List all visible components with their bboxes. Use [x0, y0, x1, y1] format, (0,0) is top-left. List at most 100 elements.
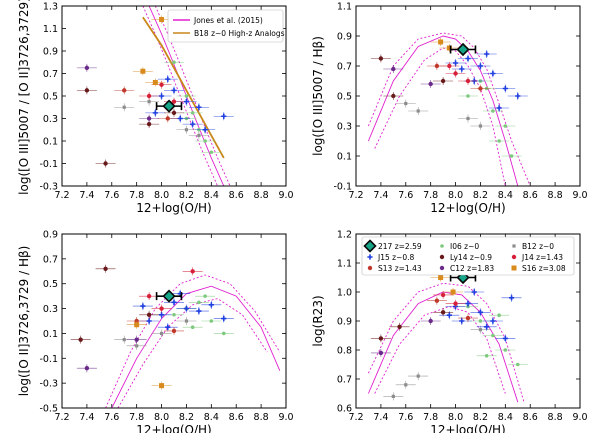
point-ly14	[78, 337, 83, 342]
curve-jones-upper	[367, 282, 525, 403]
x-tick-label: 7.6	[104, 412, 119, 423]
point-j15	[165, 324, 171, 330]
y-tick-label: 0.5	[337, 92, 352, 103]
y-tick-label: 0.8	[337, 346, 352, 357]
x-tick-label: 8.6	[523, 190, 538, 201]
point-j14	[453, 301, 458, 306]
x-tick-label: 7.2	[54, 412, 69, 423]
y-tick-label: 1.1	[43, 24, 58, 35]
point-j15	[490, 70, 496, 77]
y-tick-label: 0.7	[43, 69, 58, 80]
point-b12	[416, 109, 420, 113]
point-b12	[404, 383, 408, 387]
x-tick-label: 7.6	[104, 190, 119, 201]
x-tick-label: 8.0	[448, 190, 463, 201]
point-b12	[466, 116, 470, 121]
point-z217	[456, 42, 470, 57]
point-ly14	[84, 88, 90, 93]
curve-jones-lower	[374, 47, 506, 186]
point-j15	[490, 318, 496, 324]
point-ly14	[378, 56, 384, 61]
point-s13	[165, 116, 170, 121]
x-tick-label: 7.4	[79, 412, 94, 423]
legend-label: S13 z=1.43	[378, 264, 422, 273]
y-axis-label: log(R23)	[311, 295, 325, 346]
point-ly14	[146, 121, 152, 127]
point-j15	[146, 318, 152, 324]
x-tick-label: 7.4	[373, 190, 388, 201]
point-i06	[172, 60, 176, 65]
point-i06	[197, 300, 201, 305]
panel-oiii-oii: 7.2 7.4 7.6 7.8 8.0 8.2 8.4 8.6 8.8 9.0 -0.3 -0.1 0.…	[17, 0, 294, 215]
point-s13	[478, 86, 483, 91]
point-i06	[184, 94, 189, 98]
point-ly14	[146, 312, 152, 317]
x-tick-label: 7.8	[423, 190, 438, 201]
y-tick-label: 1.1	[337, 2, 352, 13]
y-tick-label: 0.6	[337, 404, 352, 415]
x-tick-label: 8.8	[254, 190, 269, 201]
curve-jones-upper	[367, 32, 531, 186]
y-tick-label: 1.2	[337, 230, 352, 241]
x-axis-label: 12+log(O/H)	[136, 423, 212, 433]
point-j15	[459, 318, 465, 324]
x-axis-label: 12+log(O/H)	[430, 423, 506, 433]
point-j15	[221, 315, 227, 322]
point-j15	[190, 121, 196, 127]
point-j15	[502, 335, 508, 341]
x-tick-label: 8.0	[154, 412, 169, 423]
legend-label: J14 z=1.43	[521, 253, 563, 262]
point-j14	[190, 269, 195, 274]
point-i06	[491, 109, 495, 113]
point-b12	[159, 331, 164, 336]
point-j15	[221, 113, 227, 119]
point-j15	[459, 66, 465, 72]
point-c12	[134, 337, 139, 342]
point-ly14	[103, 266, 108, 271]
point-c12	[428, 318, 433, 324]
y-tick-label: 0.5	[43, 279, 58, 290]
point-z217	[162, 289, 176, 303]
y-tick-label: 0.9	[337, 32, 352, 43]
legend-marker	[440, 244, 444, 248]
point-j15	[471, 289, 477, 295]
point-c12	[378, 350, 384, 356]
data-layer	[76, 6, 234, 186]
point-j14	[440, 292, 446, 298]
y-tick-label: -0.1	[39, 159, 58, 170]
point-s16	[152, 80, 158, 85]
point-b12	[416, 374, 420, 378]
point-c12	[146, 116, 152, 121]
x-tick-label: 8.6	[229, 412, 244, 423]
x-tick-label: 8.8	[548, 190, 563, 201]
point-j15	[465, 301, 471, 307]
x-tick-label: 7.6	[398, 412, 413, 423]
point-j15	[158, 93, 165, 99]
point-j15	[152, 110, 158, 116]
y-tick-label: -0.5	[39, 404, 58, 415]
y-tick-label: -0.3	[39, 182, 58, 193]
point-i06	[491, 333, 495, 338]
point-z217	[162, 99, 176, 113]
curve-jones-upper	[105, 274, 281, 408]
x-tick-label: 8.0	[154, 190, 169, 201]
point-ly14	[391, 93, 396, 99]
point-j15	[140, 303, 146, 309]
point-s16	[450, 289, 456, 295]
point-j15	[477, 309, 484, 315]
legend-box	[167, 9, 284, 43]
y-axis-label: log([O III]5007 / Hβ)	[311, 36, 325, 156]
legend-label: B12 z~0	[522, 242, 554, 251]
x-tick-label: 7.2	[348, 190, 363, 201]
legend-label: S16 z=3.08	[522, 264, 566, 273]
point-i06	[503, 124, 508, 128]
y-tick-label: 0.5	[43, 92, 58, 103]
point-b12	[184, 128, 189, 132]
point-j15	[171, 299, 177, 305]
data-layer	[70, 264, 281, 408]
y-tick-label: 0.3	[43, 304, 58, 315]
point-ly14	[440, 310, 446, 315]
point-j15	[508, 295, 515, 301]
x-tick-label: 8.2	[179, 412, 194, 423]
panel-r23: 7.2 7.4 7.6 7.8 8.0 8.2 8.4 8.6 8.8 9.0 0.6 0.7 0.8 0…	[311, 230, 588, 433]
